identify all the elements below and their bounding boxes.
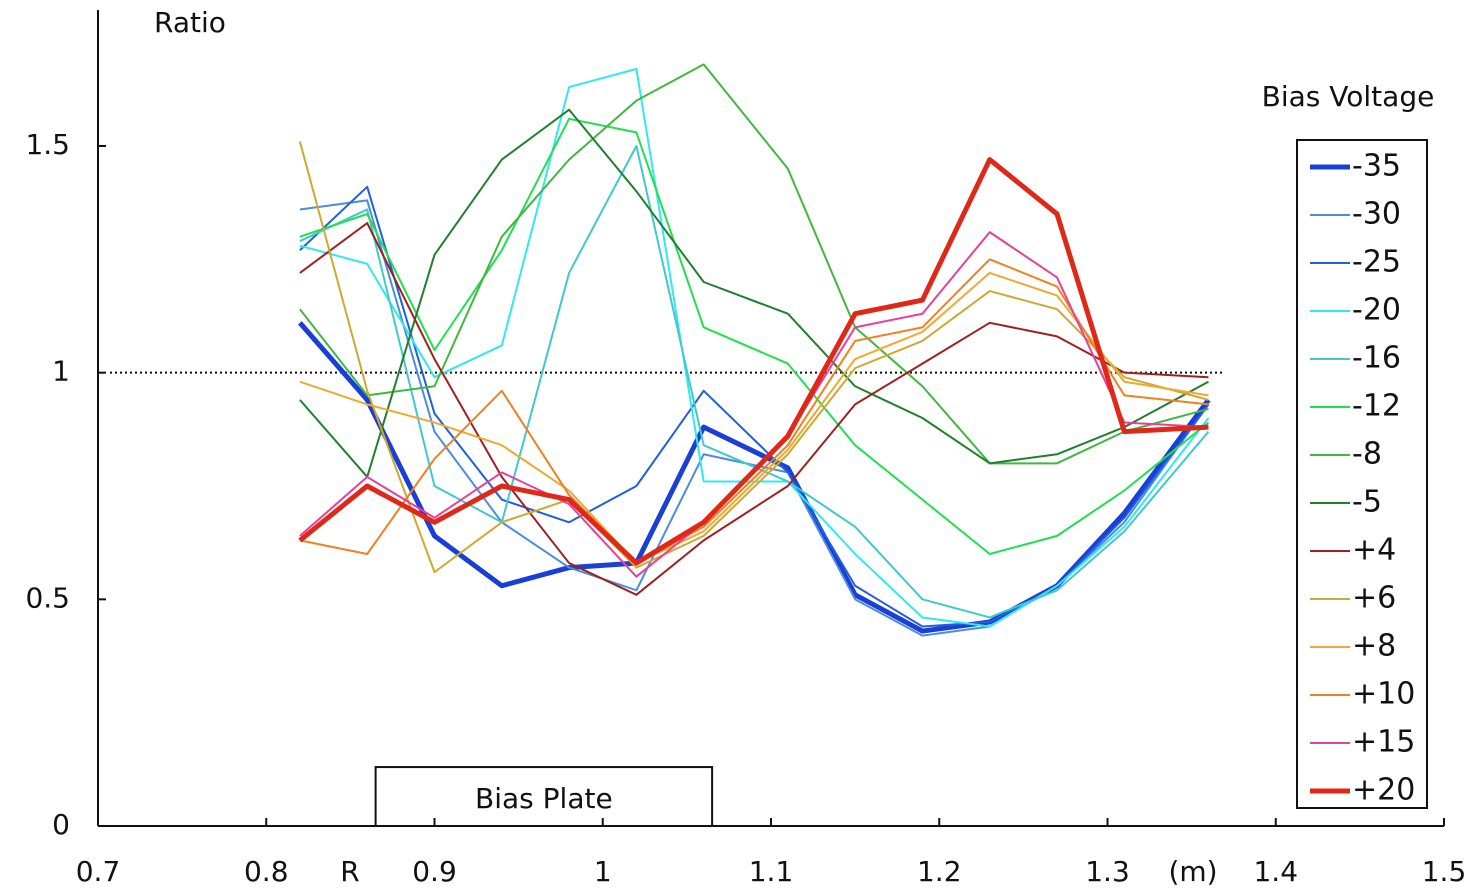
series-line bbox=[299, 222, 1209, 596]
x-unit: (m) bbox=[1168, 855, 1217, 888]
legend-label: -12 bbox=[1352, 389, 1401, 424]
series-line bbox=[299, 145, 1210, 619]
series-line bbox=[299, 108, 1209, 478]
legend-label: -16 bbox=[1352, 341, 1401, 376]
legend-label: +20 bbox=[1352, 773, 1415, 808]
legend-label: -5 bbox=[1352, 485, 1382, 520]
legend-label: +10 bbox=[1352, 677, 1415, 712]
x-note: R bbox=[340, 855, 359, 888]
x-tick-label: 1.4 bbox=[1253, 855, 1298, 888]
series-line bbox=[299, 258, 1209, 565]
y-tick-label: 1.5 bbox=[25, 128, 70, 161]
legend-label: -25 bbox=[1352, 245, 1401, 280]
x-tick-label: 1.3 bbox=[1085, 855, 1130, 888]
legend-label: -30 bbox=[1352, 197, 1401, 232]
legend-box bbox=[1296, 139, 1428, 809]
bias-plate bbox=[374, 766, 714, 827]
x-tick-label: 1 bbox=[594, 855, 612, 888]
legend-label: +8 bbox=[1352, 629, 1396, 664]
legend-label: -35 bbox=[1352, 149, 1401, 184]
x-tick-label: 1.5 bbox=[1422, 855, 1467, 888]
legend-title: Bias Voltage bbox=[1262, 80, 1435, 113]
series-line bbox=[298, 157, 1209, 566]
legend-label: +15 bbox=[1352, 725, 1415, 760]
series-line bbox=[299, 63, 1209, 465]
legend-label: +4 bbox=[1352, 533, 1396, 568]
x-tick-label: 0.8 bbox=[244, 855, 289, 888]
x-tick-label: 1.2 bbox=[917, 855, 962, 888]
y-tick-label: 0.5 bbox=[25, 581, 70, 614]
x-tick-label: 0.7 bbox=[76, 855, 121, 888]
series-line bbox=[298, 141, 1209, 574]
bias-plate-label: Bias Plate bbox=[475, 782, 613, 815]
legend-label: -8 bbox=[1352, 437, 1382, 472]
y-axis-label: Ratio bbox=[154, 6, 226, 39]
legend-label: +6 bbox=[1352, 581, 1396, 616]
y-tick-label: 1 bbox=[52, 355, 70, 388]
x-tick-label: 1.1 bbox=[749, 855, 794, 888]
y-tick-label: 0 bbox=[52, 808, 70, 841]
legend-label: -20 bbox=[1352, 293, 1401, 328]
series-line bbox=[299, 117, 1210, 555]
series-line bbox=[299, 271, 1209, 565]
x-tick-label: 0.9 bbox=[412, 855, 457, 888]
